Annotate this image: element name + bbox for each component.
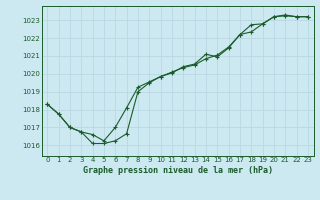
X-axis label: Graphe pression niveau de la mer (hPa): Graphe pression niveau de la mer (hPa): [83, 166, 273, 175]
